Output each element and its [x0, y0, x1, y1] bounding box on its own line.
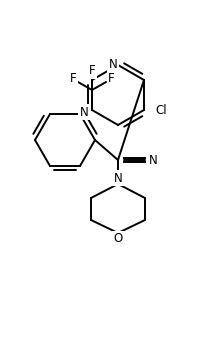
Text: N: N — [109, 58, 117, 72]
Text: Cl: Cl — [155, 103, 167, 117]
Text: N: N — [149, 153, 157, 167]
Text: N: N — [80, 105, 88, 119]
Text: O: O — [113, 233, 123, 245]
Text: F: F — [89, 65, 95, 77]
Text: N: N — [114, 171, 122, 185]
Text: F: F — [108, 72, 114, 84]
Text: F: F — [70, 72, 76, 84]
